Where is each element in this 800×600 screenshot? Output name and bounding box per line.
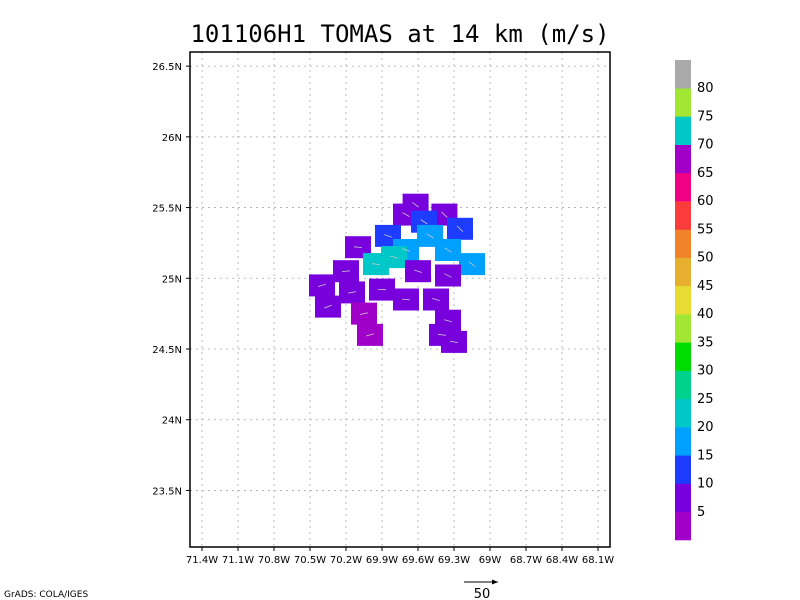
colorbar-segment: [675, 172, 691, 202]
wind-vector-arrow: [371, 263, 381, 265]
x-tick-label: 70.2W: [330, 555, 362, 566]
colorbar-segment: [675, 398, 691, 428]
colorbar-segment: [675, 427, 691, 456]
colorbar-label: 80: [697, 81, 714, 96]
plot-area: [189, 51, 611, 548]
colorbar-segment: [675, 314, 691, 343]
wind-vector-arrow: [348, 291, 356, 294]
wind-vector-arrow: [384, 234, 392, 238]
wind-vector-arrow: [360, 312, 368, 315]
x-tick-label: 69W: [479, 555, 502, 566]
colorbar-segment: [675, 342, 691, 371]
wind-vector-arrow: [324, 304, 332, 309]
vector-reference-key: 50: [464, 579, 498, 600]
y-tick-label: 25.5N: [152, 204, 182, 215]
wind-vector-arrow: [468, 261, 476, 267]
wind-vector-arrow: [444, 273, 452, 278]
wind-vector-arrow: [366, 333, 374, 337]
colorbar-label: 60: [697, 194, 714, 209]
wind-vector-arrow: [450, 340, 458, 343]
colorbar-label: 25: [697, 392, 714, 407]
wind-vector-arrow: [402, 212, 410, 217]
colorbar-label: 65: [697, 166, 714, 181]
wind-vector-arrow: [432, 298, 440, 301]
x-tick-label: 69.6W: [402, 555, 434, 566]
colorbar-segment: [675, 257, 691, 287]
wind-vector-arrow: [353, 246, 363, 248]
colorbar-label: 5: [697, 505, 705, 520]
colorbar-label: 30: [697, 364, 714, 379]
colorbar-segment: [675, 60, 691, 89]
colorbar-segment: [675, 370, 691, 400]
colorbar-segment: [675, 483, 691, 512]
wind-vector-arrow: [441, 211, 448, 218]
colorbar-segment: [675, 229, 691, 258]
wind-vector-arrow: [402, 248, 410, 252]
colorbar-label: 75: [697, 110, 714, 125]
colorbar-segment: [675, 455, 691, 484]
y-tick-label: 23.5N: [152, 486, 182, 497]
y-tick-label: 26N: [162, 133, 182, 144]
y-axis: 23.5N 24N 24.5N 25N 25.5N 26N 26.5N: [152, 62, 190, 497]
wind-vector-arrow: [426, 233, 434, 239]
chart-title: 101106H1 TOMAS at 14 km (m/s): [190, 20, 609, 48]
reference-arrow-head: [492, 579, 498, 585]
colorbar-label: 35: [697, 335, 714, 350]
x-tick-label: 70.5W: [294, 555, 326, 566]
wind-vector-arrow: [437, 333, 447, 336]
colorbar-label: 55: [697, 222, 714, 237]
colorbar-segment: [675, 511, 691, 541]
wind-vector-arrow: [401, 298, 411, 301]
wind-vector-arrows: [318, 202, 476, 343]
vector-key-label: 50: [474, 587, 491, 600]
colorbar-label: 20: [697, 420, 714, 435]
wind-vector-arrow: [414, 269, 422, 273]
wind-vector-arrow: [341, 270, 351, 272]
x-tick-label: 68.7W: [510, 555, 542, 566]
x-tick-label: 71.4W: [186, 555, 218, 566]
x-axis: 71.4W 71.1W 70.8W 70.5W 70.2W 69.9W 69.6W 69.3W…: [186, 547, 614, 566]
grads-credit: GrADS: COLA/IGES: [4, 590, 88, 600]
colorbar-segment: [675, 116, 691, 145]
y-tick-label: 25N: [162, 274, 182, 285]
colorbar-segment: [675, 88, 691, 117]
colorbar-segment: [675, 285, 691, 315]
x-tick-label: 70.8W: [258, 555, 290, 566]
colorbar-label: 45: [697, 279, 714, 294]
colorbar-segment: [675, 201, 691, 230]
wind-speed-field: [309, 193, 485, 353]
plot-frame: [189, 51, 611, 548]
y-tick-label: 26.5N: [152, 62, 182, 73]
colorbar-label: 15: [697, 448, 714, 463]
y-tick-label: 24N: [162, 416, 182, 427]
colorbar-label: 10: [697, 477, 714, 492]
x-tick-label: 69.3W: [438, 555, 470, 566]
colorbar-label: 50: [697, 251, 714, 266]
x-tick-label: 69.9W: [366, 555, 398, 566]
colorbar-label: 40: [697, 307, 714, 322]
wind-vector-arrow: [420, 219, 428, 225]
wind-vector-arrow: [444, 319, 452, 323]
colorbar: 5 10 15 20 25 30 35 40 45 50 55 60 65 70 75 80: [675, 60, 714, 541]
colorbar-segment: [675, 144, 691, 174]
wind-vector-arrow: [456, 225, 464, 232]
x-tick-label: 68.4W: [546, 555, 578, 566]
x-tick-label: 71.1W: [222, 555, 254, 566]
colorbar-label: 70: [697, 138, 714, 153]
y-tick-label: 24.5N: [152, 345, 182, 356]
wind-vector-arrow: [390, 255, 398, 259]
wind-vector-arrow: [412, 202, 420, 208]
x-tick-label: 68.1W: [582, 555, 614, 566]
wind-vector-arrow: [318, 283, 326, 287]
wind-vector-arrow: [444, 247, 452, 253]
